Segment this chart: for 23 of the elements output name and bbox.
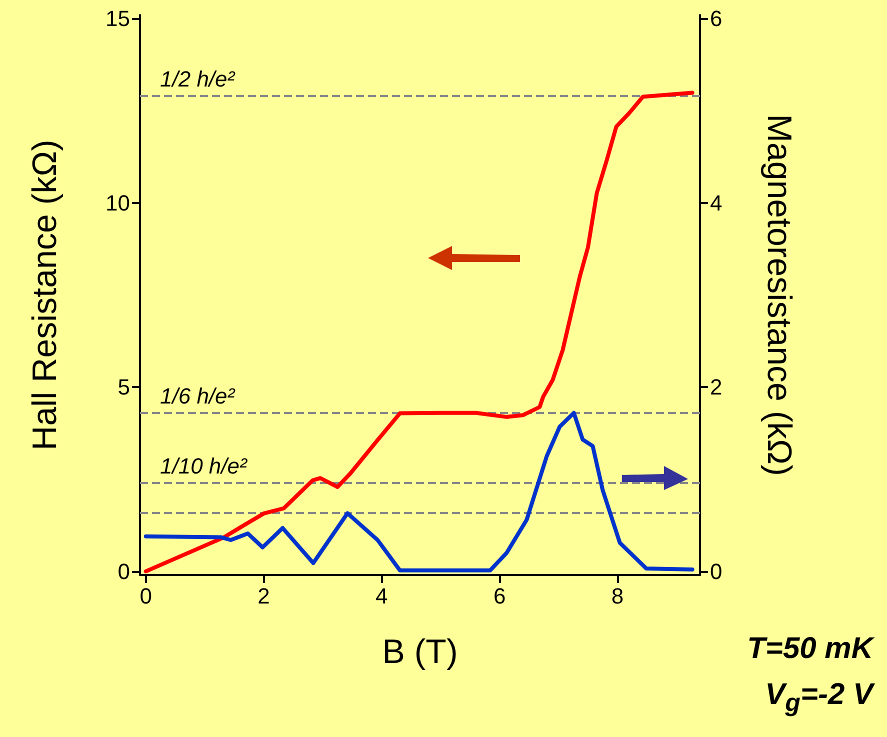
- y-tick-label: 5: [118, 374, 130, 400]
- y2-axis-title: Magnetoresistance (kΩ): [760, 114, 798, 476]
- y-tick-label: 10: [106, 190, 130, 216]
- line-series: [144, 410, 694, 572]
- y-tick-label: 0: [118, 558, 130, 584]
- x-axis-title: B (T): [382, 633, 458, 671]
- y-axis-title: Hall Resistance (kΩ): [26, 140, 64, 450]
- y2-tick-label: 0: [710, 558, 722, 584]
- line-series: [144, 90, 694, 574]
- y2-tick-label: 6: [710, 6, 722, 32]
- y-tick-label: 15: [106, 6, 130, 32]
- x-tick-label: 2: [258, 584, 270, 608]
- x-tick-label: 8: [611, 584, 624, 608]
- x-tick-label: 0: [140, 584, 152, 608]
- text: V$_{g}$=-2 V: [765, 678, 873, 718]
- text: T=50 mK: [747, 632, 873, 666]
- ref-line-label: 1/6 h/e²: [160, 383, 236, 408]
- x-tick-label: 4: [376, 584, 388, 608]
- ref-line-label: 1/2 h/e²: [160, 66, 236, 92]
- ref-line-label: 1/10 h/e²: [160, 453, 248, 478]
- y2-tick-label: 2: [710, 374, 722, 400]
- x-tick-label: 6: [493, 584, 506, 608]
- y2-tick-label: 4: [710, 190, 722, 216]
